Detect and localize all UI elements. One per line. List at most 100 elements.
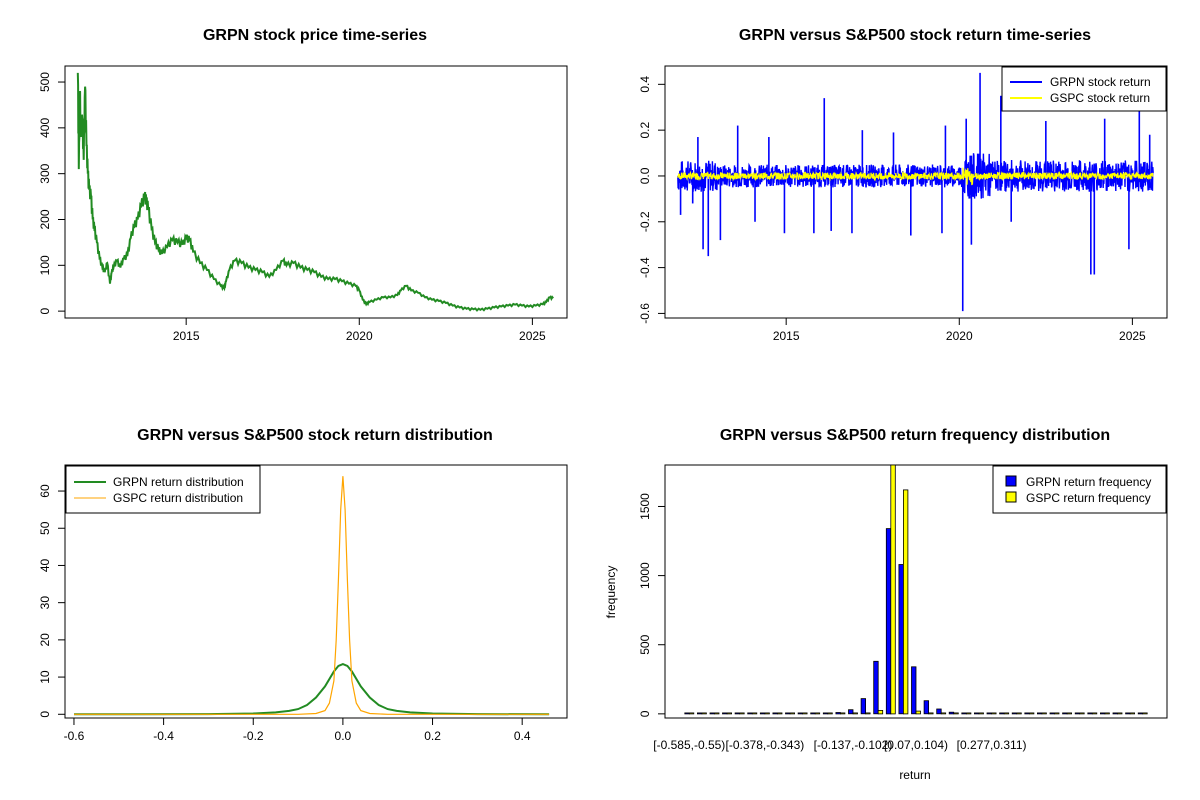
chart-title: GRPN versus S&P500 return frequency dist… [720, 427, 1110, 444]
legend-swatch [1005, 491, 1017, 503]
x-tick-label: 2025 [1119, 329, 1146, 343]
x-tick-label: [0.277,0.311) [957, 738, 1027, 752]
legend: GRPN return distribution GSPC return dis… [65, 465, 261, 514]
grpn-density-line [73, 663, 550, 716]
y-tick-label: 1500 [638, 493, 652, 520]
gspc-frequency-bar [764, 712, 770, 715]
panel-return-timeseries: GRPN versus S&P500 stock return time-ser… [638, 27, 1168, 343]
y-tick-label: 20 [38, 633, 52, 647]
gspc-frequency-bar [688, 712, 695, 715]
gspc-frequency-bar [751, 712, 758, 715]
gspc-frequency-bar [802, 712, 808, 715]
grpn-frequency-bar [848, 709, 854, 715]
chart-title: GRPN stock price time-series [203, 27, 427, 44]
price-axes: 2015 2020 2025 0 100 200 300 400 500 [38, 72, 546, 343]
y-tick-label: 0 [38, 307, 52, 314]
grpn-frequency-bar [1087, 712, 1093, 715]
density-axes: -0.6 -0.4 -0.2 0.0 0.2 0.4 0 10 20 30 40 50 60 [38, 484, 531, 743]
histogram-axes: 0 500 1000 1500 [-0.585,-0.55) [-0.378,-0.343… [638, 493, 1027, 752]
y-tick-label: 0.2 [638, 121, 652, 138]
grpn-frequency-bar [923, 700, 929, 715]
x-tick-label: 0.4 [514, 729, 531, 743]
gspc-frequency-bar [928, 712, 934, 715]
gspc-frequency-bar [852, 712, 858, 715]
gspc-frequency-bar [1066, 712, 1072, 715]
grpn-frequency-bar [1100, 712, 1106, 715]
density-marks [73, 476, 550, 716]
legend-entry: GRPN return distribution [113, 475, 244, 489]
legend-entry: GSPC return frequency [1026, 491, 1151, 505]
legend-entry: GRPN return frequency [1026, 475, 1151, 489]
grpn-frequency-bar [948, 711, 955, 715]
gspc-frequency-bar [940, 712, 947, 715]
gspc-frequency-bar [1016, 712, 1022, 715]
grpn-frequency-bar [1049, 712, 1055, 715]
panel-frequency-distribution: GRPN versus S&P500 return frequency dist… [604, 427, 1168, 782]
gspc-frequency-bar [953, 712, 959, 715]
y-tick-label: -0.2 [638, 211, 652, 232]
x-tick-label: [-0.585,-0.55) [653, 738, 725, 752]
grpn-frequency-bar [860, 698, 866, 715]
y-tick-label: -0.6 [638, 303, 652, 324]
grpn-frequency-bar [734, 712, 740, 715]
chart-title: GRPN versus S&P500 stock return distribu… [137, 427, 493, 444]
gspc-frequency-bar [991, 712, 997, 715]
gspc-frequency-bar [739, 712, 745, 715]
grpn-frequency-bar [1137, 712, 1144, 715]
panel-price-timeseries: GRPN stock price time-series 2015 2020 202… [38, 27, 568, 343]
gspc-frequency-bar [1117, 712, 1123, 715]
y-tick-label: 10 [38, 670, 52, 684]
x-tick-label: [-0.137,-0.102) [814, 738, 893, 752]
y-tick-label: 0 [38, 711, 52, 718]
grpn-frequency-bar [697, 712, 703, 715]
gspc-frequency-bar [915, 710, 921, 715]
grpn-frequency-bar [709, 712, 715, 715]
gspc-frequency-bar [877, 710, 884, 715]
legend-swatch [1005, 475, 1017, 487]
gspc-frequency-bar [1079, 712, 1085, 715]
x-axis-label: return [899, 768, 930, 782]
gspc-frequency-bar [1041, 712, 1047, 715]
x-tick-label: 2025 [519, 329, 546, 343]
price-marks [76, 72, 554, 312]
y-tick-label: 50 [38, 521, 52, 535]
x-tick-label: [0.07,0.104) [884, 738, 948, 752]
grpn-frequency-bar [911, 666, 917, 715]
y-tick-label: 0 [638, 710, 652, 717]
gspc-frequency-bar [978, 712, 984, 715]
price-line [76, 72, 554, 312]
gspc-frequency-bar [1091, 712, 1098, 715]
gspc-frequency-bar [827, 712, 833, 715]
y-tick-label: 1000 [638, 562, 652, 589]
y-tick-label: 100 [38, 255, 52, 275]
y-tick-label: 0.4 [638, 76, 652, 93]
legend-entry: GSPC return distribution [113, 491, 243, 505]
grpn-frequency-bar [835, 712, 841, 715]
y-tick-label: 500 [638, 634, 652, 654]
grpn-frequency-bar [1125, 712, 1131, 715]
chart-title: GRPN versus S&P500 stock return time-ser… [739, 27, 1091, 44]
panel-return-distribution: GRPN versus S&P500 stock return distribu… [38, 427, 568, 743]
gspc-frequency-bar [726, 712, 732, 715]
grpn-frequency-bar [1037, 712, 1043, 715]
y-tick-label: 30 [38, 596, 52, 610]
grpn-frequency-bar [986, 712, 992, 715]
y-tick-label: 0.0 [638, 167, 652, 184]
gspc-frequency-bar [1054, 712, 1060, 715]
return-marks [677, 72, 1154, 312]
gspc-frequency-bar [1129, 712, 1135, 715]
grpn-frequency-bar [797, 712, 803, 715]
x-tick-label: [-0.378,-0.343) [726, 738, 805, 752]
gspc-frequency-bar [814, 712, 821, 715]
y-tick-label: 60 [38, 484, 52, 498]
x-tick-label: -0.4 [153, 729, 174, 743]
grpn-frequency-bar [936, 708, 942, 715]
gspc-frequency-bar [714, 712, 720, 715]
gspc-density-line [74, 476, 550, 715]
gspc-frequency-bar [1029, 712, 1035, 715]
grpn-frequency-bar [1011, 712, 1018, 715]
grpn-frequency-bar [822, 712, 829, 715]
gspc-frequency-bar [903, 489, 909, 715]
gspc-frequency-bar [865, 712, 871, 715]
